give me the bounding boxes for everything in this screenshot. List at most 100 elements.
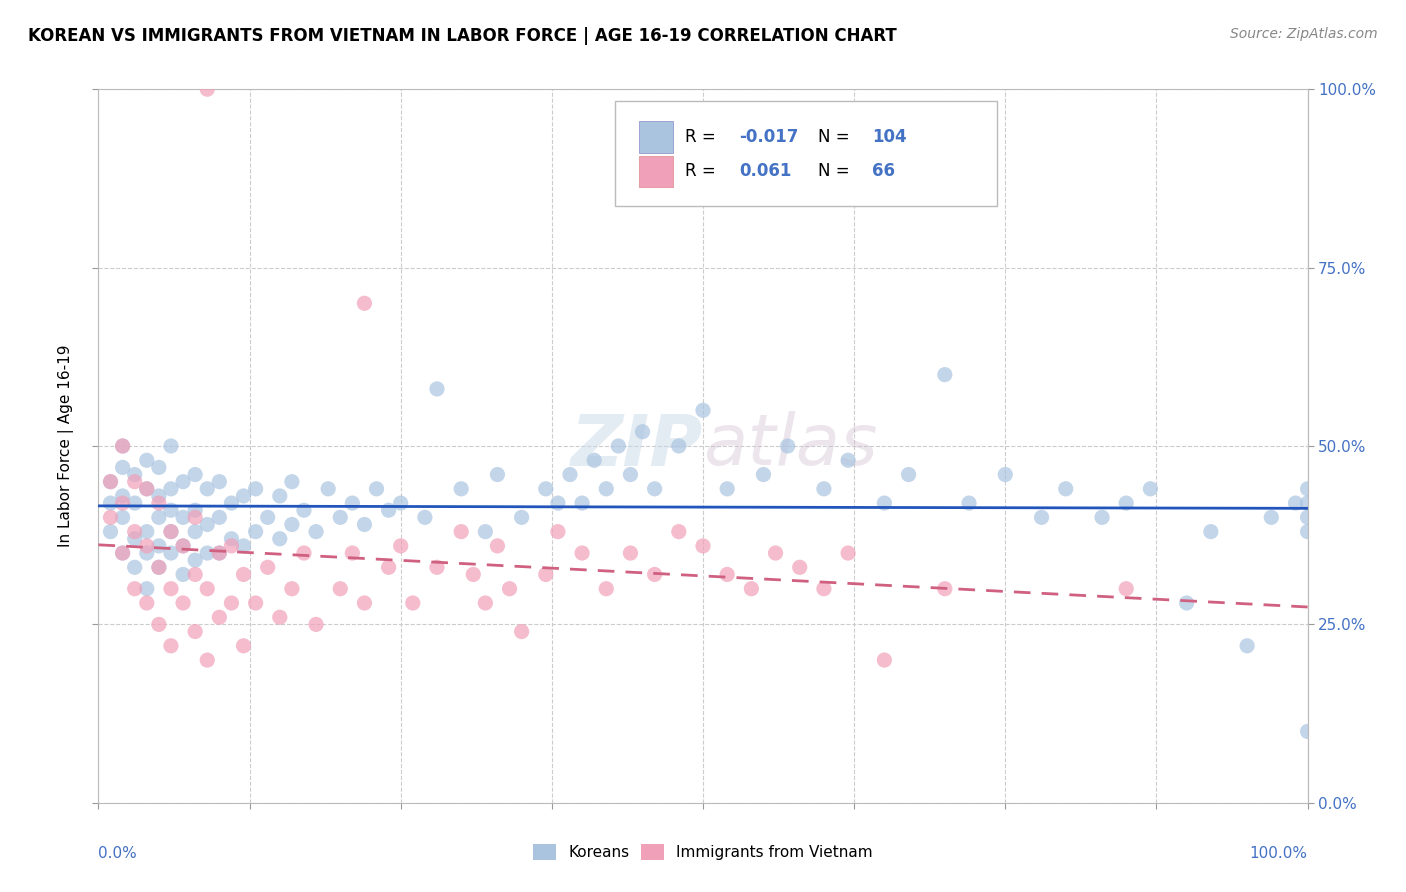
Point bbox=[256, 560, 278, 574]
Point bbox=[342, 546, 364, 560]
Point bbox=[172, 510, 194, 524]
Point bbox=[353, 296, 375, 310]
Point bbox=[426, 560, 449, 574]
Point bbox=[1115, 496, 1137, 510]
Point bbox=[208, 610, 231, 624]
Point bbox=[184, 503, 207, 517]
Point bbox=[474, 596, 496, 610]
Point bbox=[534, 567, 557, 582]
Text: Source: ZipAtlas.com: Source: ZipAtlas.com bbox=[1230, 27, 1378, 41]
Point bbox=[450, 482, 472, 496]
Point bbox=[353, 517, 375, 532]
Point bbox=[644, 482, 666, 496]
Point bbox=[1175, 596, 1198, 610]
Point bbox=[366, 482, 388, 496]
Text: 104: 104 bbox=[872, 128, 907, 146]
Point bbox=[184, 524, 207, 539]
Point bbox=[305, 524, 328, 539]
Point bbox=[329, 582, 352, 596]
Y-axis label: In Labor Force | Age 16-19: In Labor Force | Age 16-19 bbox=[58, 344, 75, 548]
Point bbox=[1260, 510, 1282, 524]
Point bbox=[160, 524, 183, 539]
Point bbox=[195, 582, 218, 596]
Point bbox=[292, 503, 315, 517]
Point bbox=[1139, 482, 1161, 496]
Point bbox=[195, 546, 218, 560]
Point bbox=[135, 596, 157, 610]
Point bbox=[100, 475, 122, 489]
Point bbox=[1199, 524, 1222, 539]
Point bbox=[571, 496, 593, 510]
Point bbox=[631, 425, 654, 439]
Point bbox=[148, 489, 170, 503]
Point bbox=[111, 460, 134, 475]
Text: KOREAN VS IMMIGRANTS FROM VIETNAM IN LABOR FORCE | AGE 16-19 CORRELATION CHART: KOREAN VS IMMIGRANTS FROM VIETNAM IN LAB… bbox=[28, 27, 897, 45]
Point bbox=[281, 517, 304, 532]
Point bbox=[100, 496, 122, 510]
Point bbox=[897, 467, 920, 482]
Point bbox=[571, 546, 593, 560]
Point bbox=[160, 482, 183, 496]
Point bbox=[111, 496, 134, 510]
Point bbox=[450, 524, 472, 539]
Point bbox=[135, 582, 157, 596]
Point bbox=[1296, 482, 1319, 496]
Point bbox=[619, 467, 641, 482]
Point bbox=[160, 524, 183, 539]
Point bbox=[486, 467, 509, 482]
Point bbox=[873, 653, 896, 667]
Point bbox=[957, 496, 980, 510]
Point bbox=[269, 610, 291, 624]
Point bbox=[619, 546, 641, 560]
Point bbox=[232, 489, 254, 503]
Point bbox=[292, 546, 315, 560]
Point bbox=[172, 596, 194, 610]
Point bbox=[1236, 639, 1258, 653]
Point bbox=[208, 475, 231, 489]
Point bbox=[873, 496, 896, 510]
Point bbox=[426, 382, 449, 396]
Point bbox=[510, 624, 533, 639]
Point bbox=[607, 439, 630, 453]
Point bbox=[402, 596, 425, 610]
Text: R =: R = bbox=[685, 162, 721, 180]
Point bbox=[413, 510, 436, 524]
Point bbox=[148, 617, 170, 632]
Point bbox=[716, 482, 738, 496]
Point bbox=[160, 546, 183, 560]
Point bbox=[111, 489, 134, 503]
Point bbox=[124, 532, 146, 546]
Point bbox=[160, 439, 183, 453]
Point bbox=[184, 553, 207, 567]
Text: R =: R = bbox=[685, 128, 721, 146]
Point bbox=[148, 510, 170, 524]
Point bbox=[305, 617, 328, 632]
Point bbox=[1031, 510, 1053, 524]
Text: 0.061: 0.061 bbox=[740, 162, 792, 180]
Point bbox=[195, 517, 218, 532]
Text: 0.0%: 0.0% bbox=[98, 846, 138, 861]
Point bbox=[124, 582, 146, 596]
Text: atlas: atlas bbox=[703, 411, 877, 481]
Point bbox=[135, 539, 157, 553]
FancyBboxPatch shape bbox=[614, 102, 997, 205]
Point bbox=[342, 496, 364, 510]
Point bbox=[1054, 482, 1077, 496]
Point bbox=[172, 475, 194, 489]
Point bbox=[692, 403, 714, 417]
Point bbox=[148, 539, 170, 553]
Point bbox=[148, 496, 170, 510]
Point bbox=[595, 582, 617, 596]
Point bbox=[716, 567, 738, 582]
Point bbox=[245, 524, 267, 539]
Point bbox=[316, 482, 339, 496]
Point bbox=[765, 546, 787, 560]
Point bbox=[752, 467, 775, 482]
Point bbox=[172, 539, 194, 553]
Point bbox=[124, 560, 146, 574]
Point bbox=[160, 582, 183, 596]
Point bbox=[221, 539, 243, 553]
Point bbox=[269, 489, 291, 503]
Point bbox=[498, 582, 520, 596]
Point bbox=[740, 582, 762, 596]
